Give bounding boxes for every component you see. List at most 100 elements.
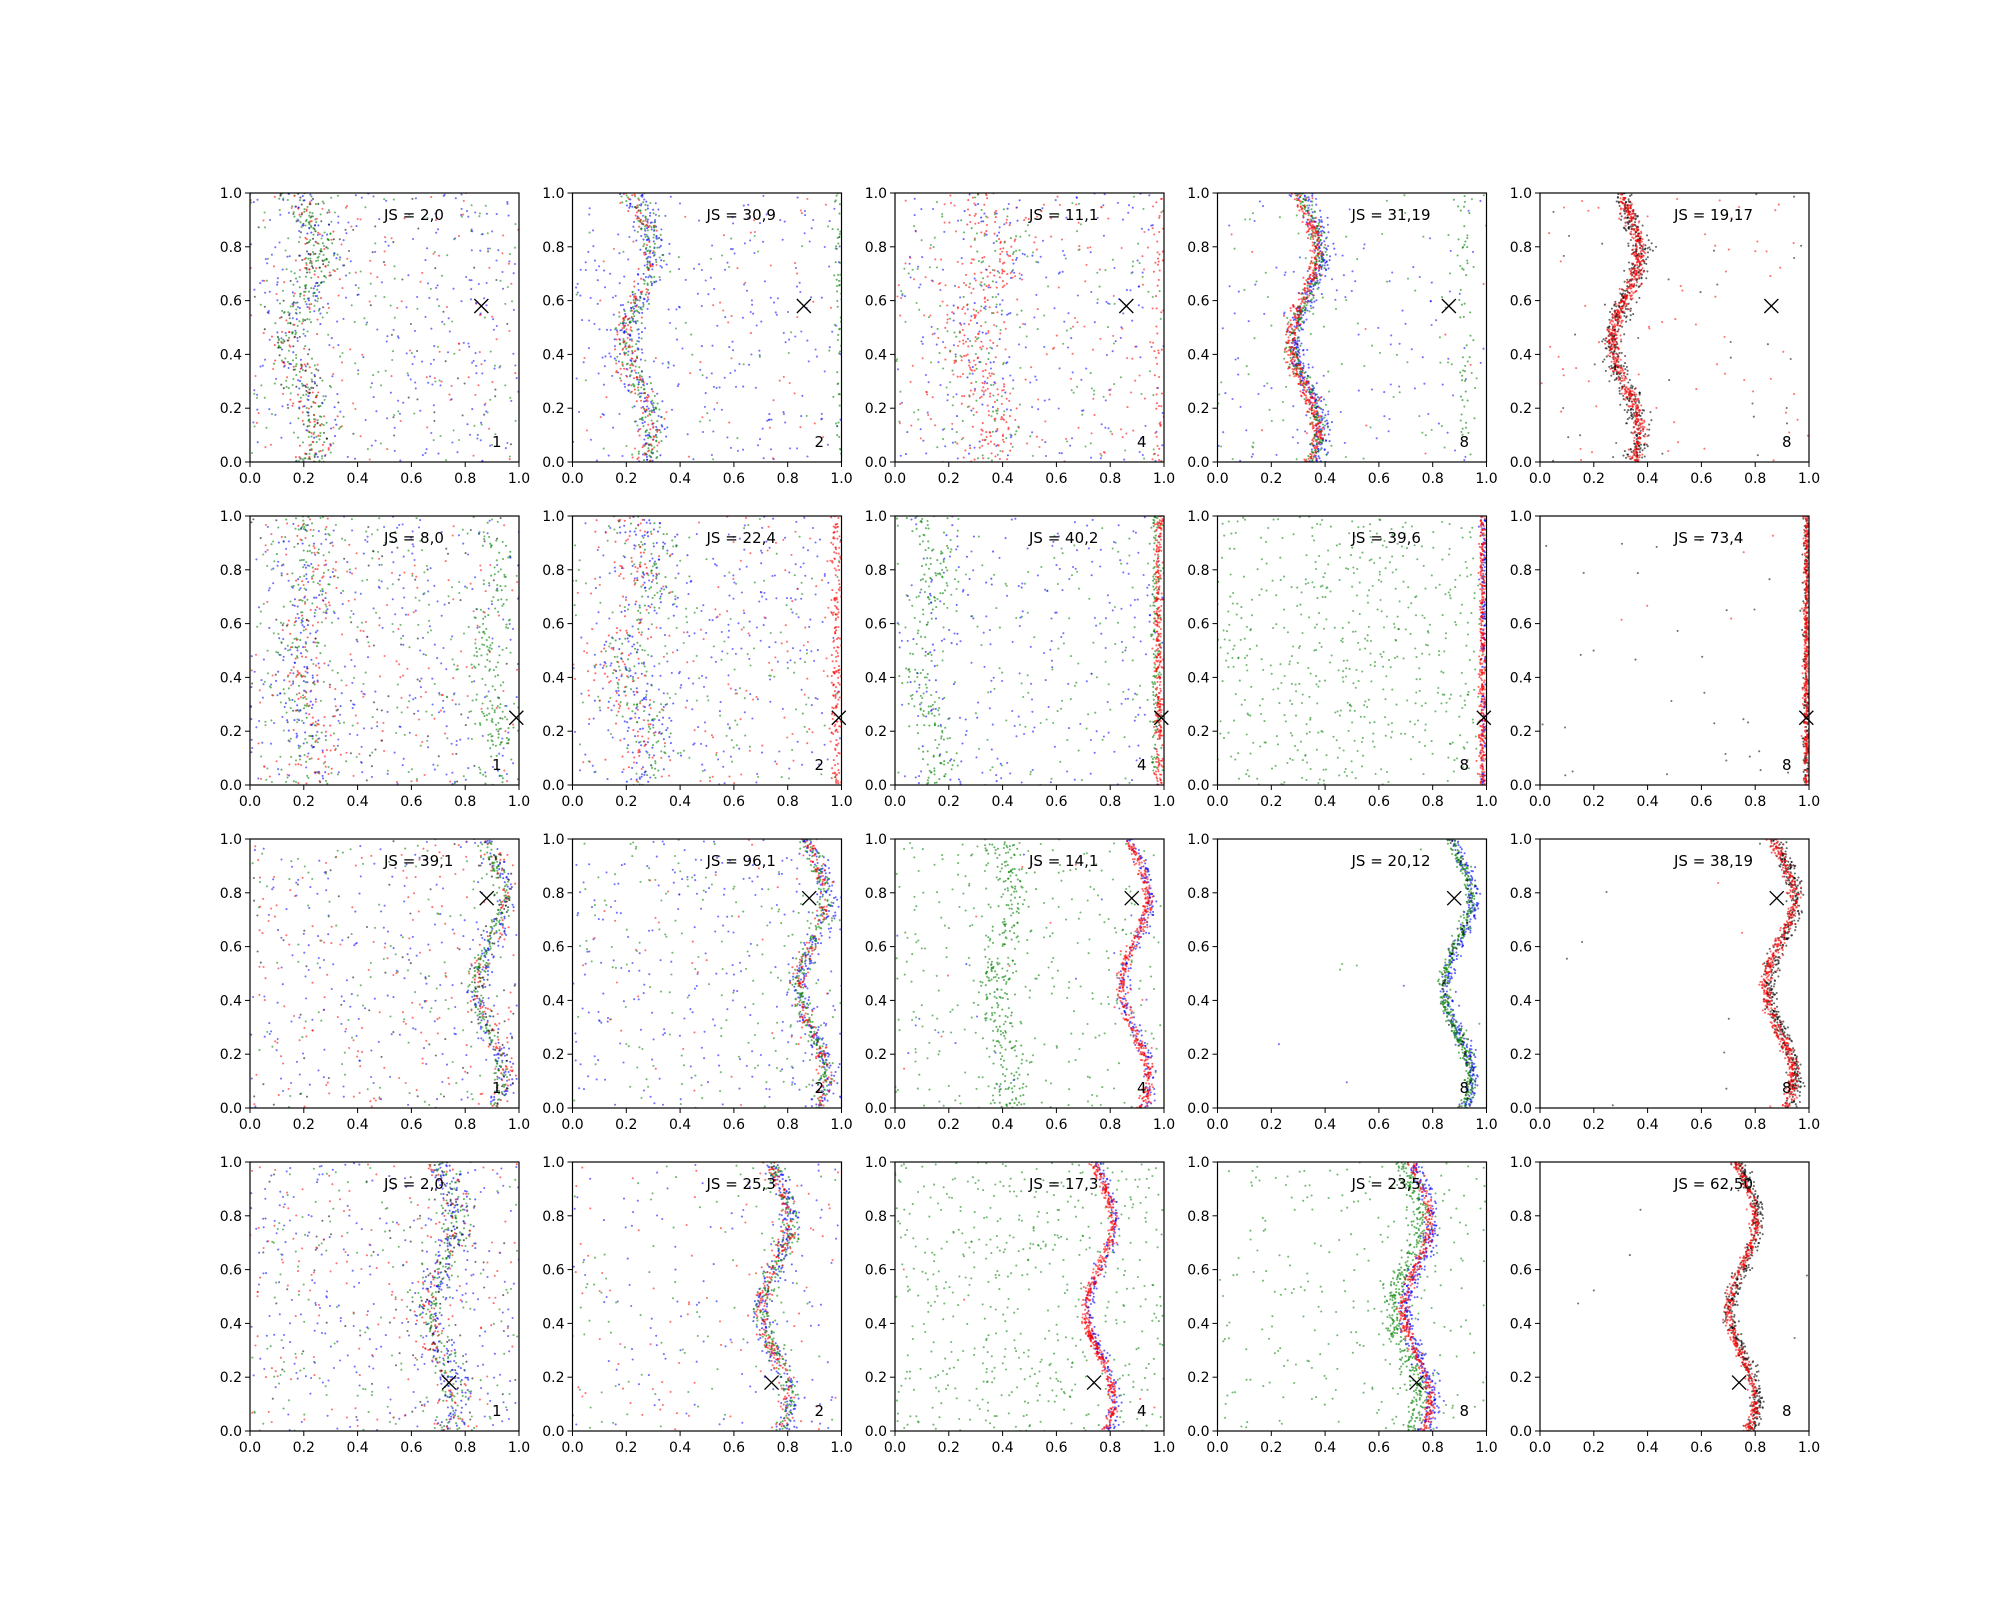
- data-point: [727, 265, 731, 269]
- data-point: [1058, 452, 1061, 455]
- data-point: [1317, 449, 1320, 453]
- data-point: [1297, 382, 1300, 386]
- data-point: [1288, 366, 1291, 369]
- data-point: [643, 438, 646, 441]
- data-point: [796, 196, 799, 199]
- data-point: [619, 377, 622, 380]
- data-point: [303, 297, 306, 300]
- data-point: [942, 340, 945, 344]
- data-point: [625, 444, 628, 448]
- data-point: [316, 318, 319, 321]
- data-point: [1472, 339, 1475, 342]
- data-point: [949, 381, 952, 384]
- data-point: [1323, 416, 1326, 419]
- data-point: [828, 349, 831, 352]
- data-point: [476, 437, 479, 440]
- data-point: [1313, 251, 1316, 254]
- data-point: [1270, 419, 1273, 423]
- data-point: [626, 324, 630, 327]
- marker-stroke: [1441, 298, 1457, 314]
- data-point: [1630, 384, 1633, 387]
- data-point: [319, 376, 322, 380]
- data-point: [753, 230, 756, 234]
- data-point: [647, 423, 650, 426]
- data-point: [1464, 240, 1467, 243]
- data-point: [1293, 341, 1296, 344]
- data-point: [1308, 407, 1311, 410]
- data-point: [660, 239, 663, 242]
- data-point: [1129, 289, 1132, 292]
- data-point: [308, 271, 311, 274]
- data-point: [299, 254, 302, 257]
- data-point: [1140, 437, 1143, 440]
- data-point: [1310, 448, 1313, 451]
- data-point: [623, 310, 626, 313]
- data-point: [310, 231, 313, 234]
- data-point: [338, 427, 341, 430]
- data-point: [661, 425, 664, 428]
- data-point: [299, 292, 302, 295]
- data-point: [968, 286, 971, 289]
- data-point: [462, 341, 465, 344]
- data-point: [756, 444, 760, 447]
- data-point: [653, 275, 656, 278]
- data-point: [658, 408, 661, 411]
- data-point: [1315, 418, 1318, 421]
- data-point: [339, 410, 342, 413]
- data-point: [655, 457, 658, 460]
- data-point: [501, 270, 504, 274]
- data-point: [1130, 391, 1133, 394]
- data-point: [944, 358, 947, 361]
- data-point: [983, 256, 986, 259]
- data-point: [451, 320, 454, 323]
- data-point: [1320, 441, 1323, 444]
- data-point: [639, 209, 642, 212]
- data-point: [263, 226, 267, 229]
- data-point: [321, 443, 325, 446]
- data-point: [276, 277, 279, 280]
- data-point: [1092, 397, 1095, 400]
- data-point: [658, 256, 661, 259]
- data-point: [1312, 440, 1315, 443]
- data-point: [1029, 435, 1032, 438]
- data-point: [1319, 239, 1322, 242]
- data-point: [1440, 425, 1443, 428]
- data-point: [986, 404, 989, 407]
- data-point: [626, 368, 629, 371]
- data-point: [742, 448, 745, 451]
- data-point: [508, 329, 511, 333]
- data-point: [946, 399, 949, 402]
- x-tick-label: 1.0: [830, 471, 852, 487]
- data-point: [1627, 227, 1630, 230]
- data-point: [655, 280, 658, 283]
- data-point: [1305, 318, 1308, 321]
- data-point: [273, 195, 276, 198]
- data-point: [1220, 445, 1223, 448]
- data-point: [1318, 425, 1321, 428]
- data-point: [960, 219, 963, 222]
- data-point: [1377, 326, 1380, 329]
- data-point: [642, 301, 645, 304]
- data-point: [645, 200, 648, 203]
- data-point: [741, 316, 744, 319]
- data-point: [1299, 390, 1302, 393]
- data-point: [1310, 450, 1313, 453]
- data-point: [1043, 314, 1046, 317]
- data-point: [624, 322, 627, 325]
- data-point: [1036, 215, 1039, 218]
- data-point: [1311, 216, 1314, 219]
- data-point: [456, 451, 459, 454]
- data-point: [1418, 275, 1421, 279]
- data-point: [452, 287, 455, 290]
- data-point: [1317, 399, 1320, 402]
- data-point: [1075, 230, 1079, 233]
- data-point: [1283, 273, 1286, 277]
- data-point: [1061, 249, 1065, 253]
- data-point: [960, 257, 963, 260]
- data-point: [634, 292, 637, 295]
- data-point: [1231, 457, 1234, 461]
- data-point: [753, 219, 756, 222]
- data-point: [710, 453, 713, 457]
- data-point: [609, 328, 612, 332]
- y-tick-label: 0.6: [220, 294, 242, 310]
